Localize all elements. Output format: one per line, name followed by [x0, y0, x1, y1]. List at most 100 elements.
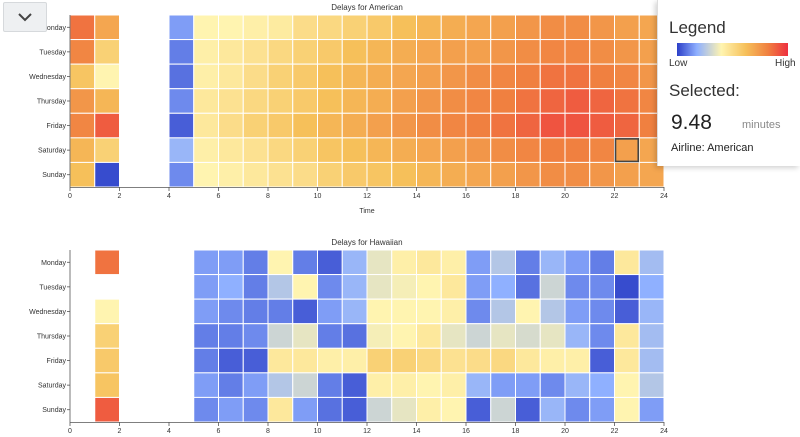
heatmap-cell — [366, 14, 393, 41]
heatmap-cell — [440, 249, 467, 276]
heatmap-cell — [589, 63, 615, 90]
heatmap-cell — [440, 323, 467, 349]
heatmap-cell — [242, 298, 269, 325]
x-tick-label: 8 — [266, 193, 270, 200]
heatmap-cell — [317, 39, 343, 65]
heatmap-cell — [242, 249, 269, 276]
heatmap-cell — [69, 39, 96, 65]
heatmap-cell — [589, 249, 615, 276]
heatmap-cell — [465, 161, 492, 188]
heatmap-cell — [416, 14, 442, 41]
heatmap-cell — [317, 274, 343, 300]
heatmap-cell — [440, 274, 467, 300]
heatmap-cell — [267, 63, 294, 90]
heatmap-cell — [317, 347, 343, 374]
heatmap-cell — [564, 137, 591, 163]
y-tick-label: Monday — [41, 25, 66, 32]
heatmap-cell — [168, 112, 195, 139]
heatmap-cell — [391, 298, 417, 325]
x-tick-label: 24 — [660, 193, 668, 200]
heatmap-cell — [193, 39, 219, 65]
heatmap-cell — [218, 249, 244, 276]
heatmap-cell — [539, 14, 566, 41]
heatmap-cell — [465, 137, 492, 163]
heatmap-cell — [515, 274, 541, 300]
heatmap-cell — [317, 249, 343, 276]
heatmap-cell — [589, 274, 615, 300]
selected-value: 9.48 — [671, 111, 712, 134]
heatmap-cell — [638, 347, 665, 374]
heatmap-cell — [267, 112, 294, 139]
heatmap-cell — [218, 161, 244, 188]
y-tick-label: Tuesday — [39, 49, 66, 56]
heatmap-cell — [341, 137, 368, 163]
heatmap-cell — [317, 14, 343, 41]
heatmap-cell — [391, 161, 417, 188]
heatmap-cell — [589, 161, 615, 188]
heatmap-cell — [614, 112, 640, 139]
y-tick-label: Saturday — [38, 383, 67, 390]
heatmap-cell — [539, 88, 566, 114]
heatmap-cell — [292, 372, 318, 398]
heatmap-cell — [589, 137, 615, 163]
heatmap-cell — [267, 396, 294, 423]
x-tick-label: 18 — [512, 428, 520, 435]
heatmap-cell — [614, 372, 640, 398]
heatmap-cell — [614, 39, 640, 65]
collapse-toggle-button[interactable] — [3, 2, 47, 32]
heatmap-cell — [490, 347, 516, 374]
y-tick-label: Tuesday — [39, 284, 66, 291]
heatmap-cell — [94, 298, 120, 325]
heatmap-cell — [193, 14, 219, 41]
x-tick-label: 6 — [217, 193, 221, 200]
heatmap-cell — [515, 63, 541, 90]
heatmap-cell — [589, 112, 615, 139]
heatmap-cell — [267, 274, 294, 300]
heatmap-cell — [564, 88, 591, 114]
heatmap-cell — [589, 39, 615, 65]
x-tick-label: 10 — [314, 193, 322, 200]
heatmap-cell — [69, 14, 96, 41]
heatmap-cell — [168, 14, 195, 41]
heatmap-cell — [242, 323, 269, 349]
heatmap-cell — [515, 88, 541, 114]
heatmap-cell — [515, 137, 541, 163]
heatmap-cell — [193, 347, 219, 374]
heatmap-cell — [292, 323, 318, 349]
heatmap-cell — [317, 88, 343, 114]
heatmap-cell — [638, 323, 665, 349]
heatmap-cell — [391, 39, 417, 65]
heatmap-cell — [465, 372, 492, 398]
heatmap-cell — [242, 396, 269, 423]
heatmap-cell — [317, 137, 343, 163]
heatmap-cell — [366, 249, 393, 276]
heatmap-cell — [515, 39, 541, 65]
heatmap-cell — [539, 347, 566, 374]
heatmap-cell — [218, 396, 244, 423]
x-tick-label: 10 — [314, 428, 322, 435]
heatmap-cell — [614, 14, 640, 41]
heatmap-cell — [317, 323, 343, 349]
heatmap-cell — [614, 249, 640, 276]
heatmap-cell — [539, 39, 566, 65]
heatmap-cell — [416, 63, 442, 90]
heatmap-cell — [490, 274, 516, 300]
heatmap-cell — [292, 161, 318, 188]
heatmap-cell — [440, 347, 467, 374]
heatmap-cell — [490, 112, 516, 139]
heatmap-cell — [94, 88, 120, 114]
y-tick-label: Monday — [41, 260, 66, 267]
heatmap-cell — [69, 137, 96, 163]
heatmap-cell — [416, 161, 442, 188]
heatmap-cell — [317, 112, 343, 139]
heatmap-cell — [564, 298, 591, 325]
heatmap-cell — [440, 88, 467, 114]
heatmap-cell — [564, 323, 591, 349]
heatmap-cell — [440, 39, 467, 65]
heatmap-cell — [292, 249, 318, 276]
x-tick-label: 8 — [266, 428, 270, 435]
heatmap-cell — [440, 298, 467, 325]
heatmap-cell — [614, 63, 640, 90]
heatmap-cell — [193, 88, 219, 114]
heatmap-cell — [366, 88, 393, 114]
